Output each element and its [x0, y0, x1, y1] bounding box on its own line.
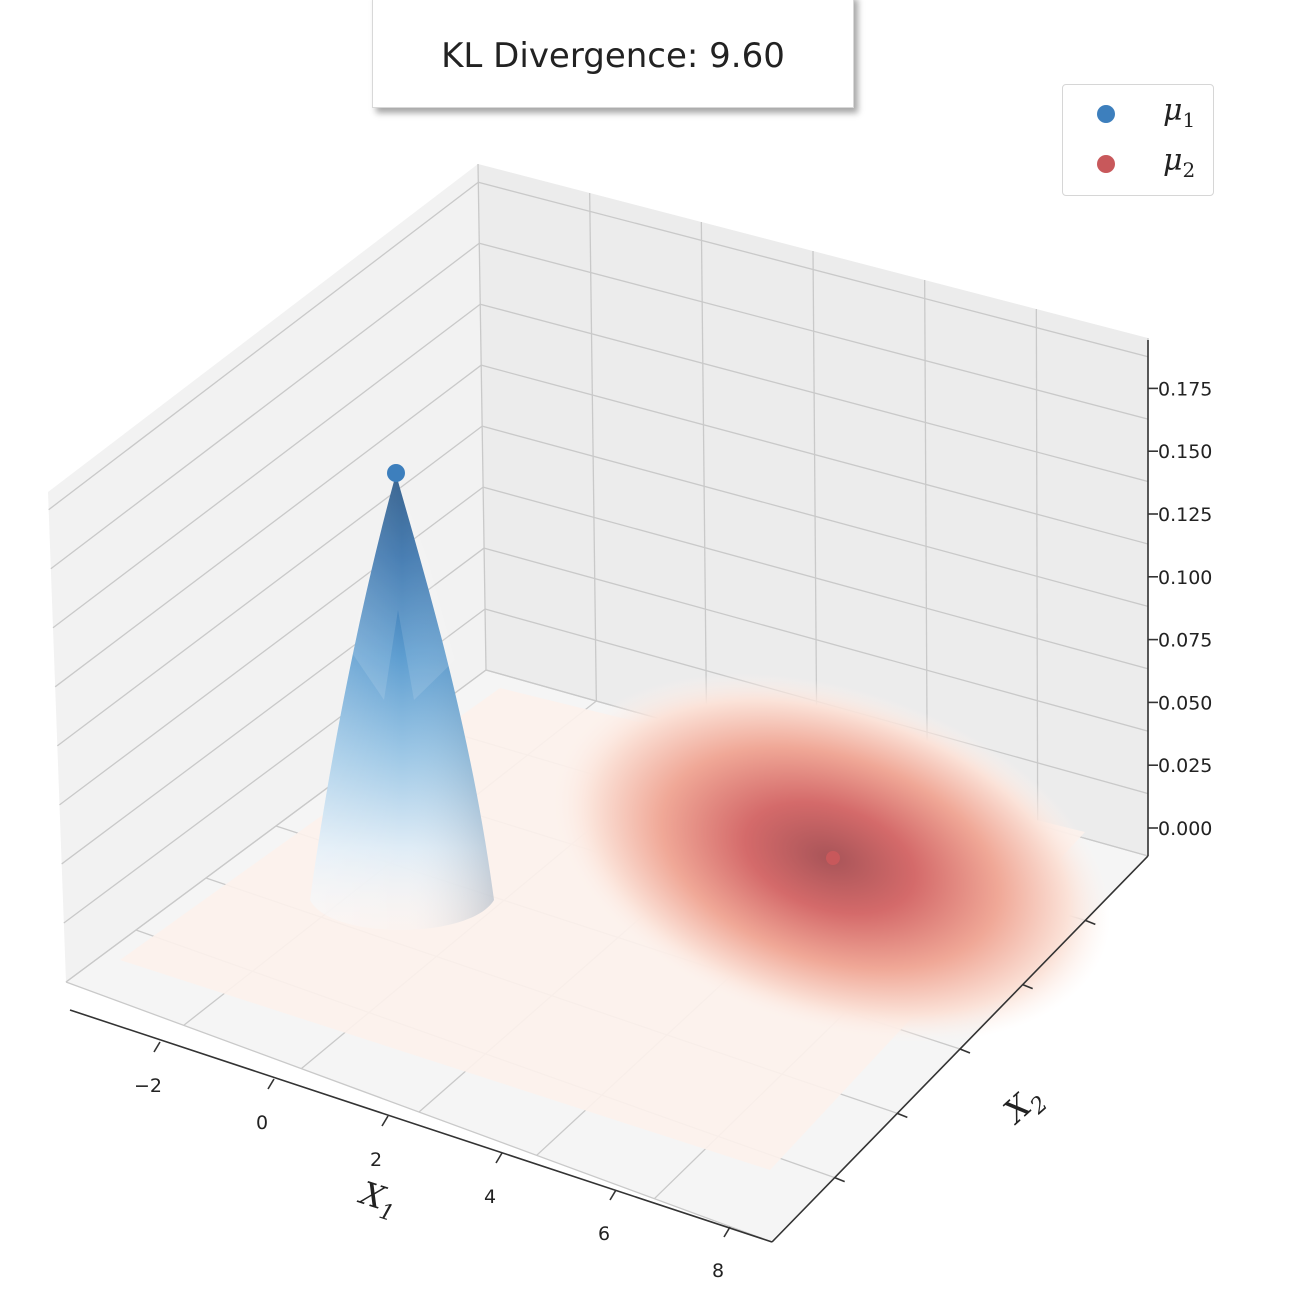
right-pane-vgrid	[700, 221, 708, 733]
chart-title: KL Divergence: 9.60	[441, 36, 785, 76]
z-tick-label: 0.150	[1158, 441, 1212, 463]
right-pane-hgrid	[483, 547, 1149, 732]
y-tick-mark	[959, 1048, 971, 1054]
left-pane-hgrid	[48, 181, 479, 511]
left-pane-hgrid	[50, 242, 480, 570]
legend-label-2: μ2	[1163, 143, 1195, 182]
y-ticks	[834, 919, 1096, 1183]
right-pane-vgrid	[477, 163, 487, 671]
legend-marker-1	[1097, 105, 1115, 123]
legend-label-1-name: μ	[1163, 93, 1183, 128]
right-pane-vgrid	[924, 279, 928, 795]
y-tick-mark	[834, 1176, 845, 1183]
legend-marker-2	[1097, 155, 1115, 173]
x-tick-mark	[609, 1189, 617, 1201]
x-tick-label: 4	[484, 1186, 496, 1208]
x-tick-label: 0	[256, 1112, 268, 1134]
y-tick-mark	[1085, 919, 1096, 926]
z-tick-label: 0.050	[1158, 692, 1212, 714]
right-pane-hgrid	[481, 425, 1149, 607]
left-pane-hgrid	[52, 303, 481, 629]
left-pane	[48, 164, 486, 982]
x-axis-label: X1	[351, 1173, 402, 1227]
z-tick-label: 0.025	[1158, 755, 1212, 777]
x-tick-label: 8	[712, 1260, 724, 1282]
right-pane	[478, 164, 1148, 856]
right-pane-vgrid	[589, 192, 597, 702]
legend-item-1: μ1	[1063, 93, 1213, 133]
legend-label-1: μ1	[1163, 93, 1195, 132]
right-pane-hgrid	[478, 181, 1149, 358]
x-tick-mark	[723, 1226, 731, 1238]
y-axis-label: X2	[994, 1077, 1053, 1136]
right-pane-hgrid	[482, 486, 1149, 670]
right-pane-hgrid	[479, 242, 1149, 420]
z-tick-label: 0.000	[1158, 818, 1212, 840]
z-tick-label: 0.125	[1158, 504, 1212, 526]
x-tick-mark	[381, 1115, 389, 1127]
right-pane-hgrid	[481, 364, 1149, 545]
x-tick-mark	[495, 1152, 503, 1164]
x-tick-mark	[267, 1078, 275, 1090]
legend-label-2-sub: 2	[1182, 158, 1196, 182]
right-pane-hgrid	[480, 303, 1149, 483]
legend: μ1 μ2	[1062, 84, 1214, 196]
x-tick-label: 6	[598, 1223, 610, 1245]
z-tick-label: 0.100	[1158, 567, 1212, 589]
series-1-facets	[350, 474, 455, 700]
x-tick-label: 2	[370, 1149, 382, 1171]
legend-label-2-name: μ	[1163, 143, 1183, 178]
series-1-mean-marker	[387, 464, 405, 482]
x-tick-mark	[153, 1041, 161, 1053]
series-1-shading	[310, 474, 494, 930]
legend-item-2: μ2	[1063, 143, 1213, 183]
x-ticks: −2 0 2 4 6 8	[134, 1041, 731, 1282]
right-pane-vgrid	[1035, 308, 1039, 826]
left-pane-hgrid	[54, 364, 482, 688]
y-tick-mark	[897, 1112, 908, 1119]
z-ticks: 0.000 0.025 0.050 0.075 0.100 0.125 0.150 0.175	[1148, 378, 1212, 840]
x-tick-label: −2	[134, 1075, 162, 1097]
z-tick-label: 0.175	[1158, 378, 1212, 400]
legend-label-1-sub: 1	[1182, 108, 1196, 132]
chart-title-box: KL Divergence: 9.60	[372, 0, 854, 108]
right-pane-vgrid	[812, 250, 818, 764]
series-2-mean-marker	[826, 851, 840, 865]
z-tick-label: 0.075	[1158, 630, 1212, 652]
left-pane-hgrid	[56, 425, 483, 747]
y-tick-mark	[1022, 983, 1033, 990]
